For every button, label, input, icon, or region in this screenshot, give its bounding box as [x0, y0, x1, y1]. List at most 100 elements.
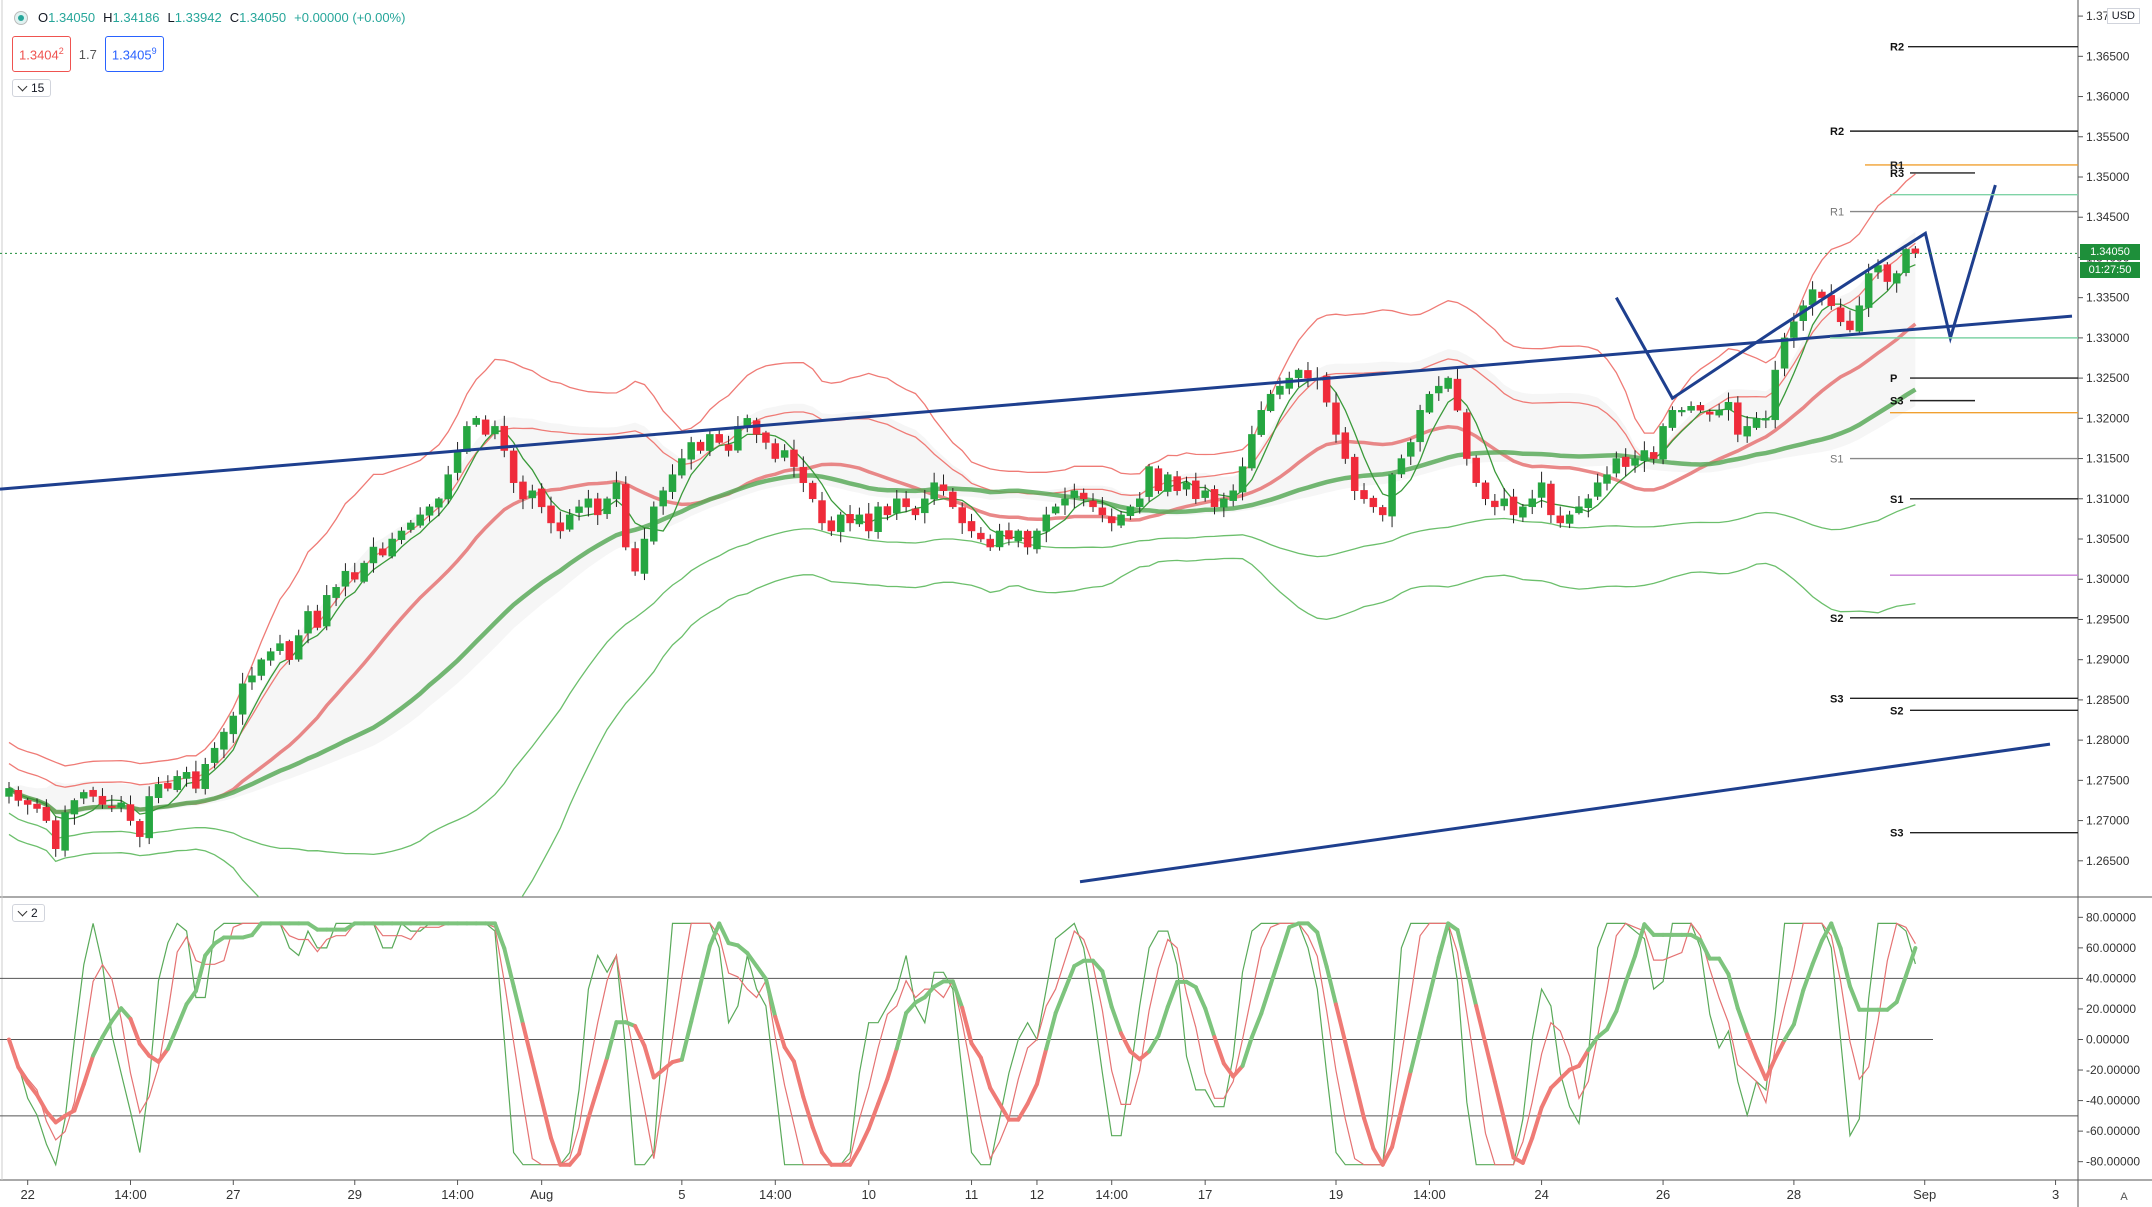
- bull-candle: [1033, 528, 1041, 554]
- osc-signal-segment: [1315, 930, 1329, 969]
- candle-body: [1350, 456, 1359, 491]
- candle-body: [939, 484, 948, 491]
- bull-candle: [397, 527, 406, 545]
- candle-body: [1575, 506, 1583, 514]
- price-tick-label: 1.30000: [2086, 572, 2130, 586]
- candle-body: [304, 611, 312, 634]
- candle-body: [1397, 458, 1406, 475]
- osc-signal-segment: [502, 946, 516, 989]
- price-tick-label: 1.33000: [2086, 331, 2130, 345]
- osc-signal-segment: [549, 1135, 563, 1167]
- bear-candle: [939, 474, 948, 496]
- candle-body: [1687, 406, 1695, 411]
- bear-candle: [1649, 446, 1658, 465]
- candle-body: [1874, 265, 1882, 273]
- candle-body: [444, 474, 452, 500]
- bear-candle: [1098, 497, 1107, 523]
- candle-body: [780, 450, 789, 458]
- bull-candle: [1584, 494, 1593, 518]
- bull-candle: [1902, 247, 1910, 277]
- candle-body: [276, 643, 284, 651]
- candle-body: [1724, 401, 1733, 411]
- candle-body: [425, 506, 434, 516]
- bull-candle: [855, 507, 864, 527]
- bear-candle: [593, 492, 602, 525]
- bull-candle: [1640, 441, 1649, 472]
- candle-body: [1612, 458, 1621, 474]
- bull-candle: [1537, 471, 1546, 508]
- osc-signal-segment: [1362, 1116, 1376, 1151]
- trade-panel: 1.34042 1.7 1.34059: [12, 36, 164, 73]
- bull-candle: [1435, 376, 1443, 401]
- osc-signal-segment: [1240, 1035, 1254, 1068]
- candle-body: [126, 804, 135, 821]
- bear-candle: [519, 475, 527, 510]
- candle-body: [1294, 369, 1303, 379]
- osc-signal-segment: [1418, 993, 1432, 1036]
- bear-candle: [500, 415, 509, 458]
- bear-candle: [1453, 367, 1462, 413]
- bull-candle: [1266, 389, 1275, 413]
- time-tick-label: 27: [226, 1187, 240, 1202]
- candle-body: [1463, 412, 1471, 459]
- bull-candle: [1444, 376, 1452, 392]
- candle-body: [818, 500, 826, 524]
- currency-label[interactable]: USD: [2106, 8, 2140, 24]
- ohlc-legend: O1.34050 H1.34186 L1.33942 C1.34050 +0.0…: [14, 10, 405, 25]
- osc-signal-segment: [1044, 1011, 1058, 1051]
- buy-button[interactable]: 1.34059: [104, 36, 164, 73]
- bull-candle: [61, 805, 69, 857]
- pivot-label: S3: [1890, 828, 1903, 840]
- bear-candle: [799, 456, 808, 493]
- sell-button[interactable]: 1.34042: [12, 36, 71, 73]
- bear-candle: [33, 798, 41, 813]
- bear-candle: [1341, 427, 1350, 464]
- oscillator-collapse-button[interactable]: 2: [12, 904, 45, 922]
- osc-signal-segment: [1539, 1085, 1553, 1110]
- osc-signal-segment: [1810, 938, 1824, 967]
- high-label: H: [103, 10, 113, 25]
- bull-candle: [1575, 496, 1583, 515]
- time-tick-label: 5: [678, 1187, 685, 1202]
- candle-body: [977, 532, 985, 540]
- bull-candle: [780, 444, 789, 462]
- bear-candle: [1192, 472, 1200, 504]
- candle-body: [986, 538, 994, 548]
- osc-signal-segment: [735, 943, 750, 956]
- bull-candle: [416, 507, 424, 528]
- bull-candle: [874, 501, 882, 539]
- time-tick-label: 14:00: [1413, 1187, 1446, 1202]
- close-label: C: [229, 10, 240, 25]
- candle-body: [70, 800, 79, 815]
- bull-candle: [220, 728, 228, 759]
- candle-body: [1621, 456, 1630, 467]
- candle-body: [864, 513, 873, 532]
- candle-body: [285, 641, 294, 660]
- candle-body: [771, 443, 780, 459]
- osc-signal-segment: [1791, 988, 1806, 1027]
- bear-candle: [1846, 310, 1854, 333]
- candle-body: [1341, 432, 1350, 459]
- candle-body: [1491, 500, 1499, 508]
- bear-candle: [771, 438, 780, 463]
- candle-body: [1565, 514, 1574, 524]
- bear-candle: [313, 604, 322, 631]
- bull-candle: [1612, 451, 1621, 478]
- candle-body: [1145, 466, 1153, 497]
- auto-scale-button[interactable]: A: [2120, 1191, 2128, 1203]
- indicators-collapse-button[interactable]: 15: [12, 79, 52, 97]
- bull-candle: [229, 711, 238, 743]
- candle-body: [902, 498, 910, 508]
- osc-signal-segment: [605, 1020, 619, 1060]
- bull-candle: [995, 523, 1004, 551]
- candle-body: [1734, 402, 1742, 435]
- price-tick-label: 1.26500: [2086, 854, 2130, 868]
- time-tick-label: 22: [20, 1187, 34, 1202]
- candle-body: [958, 507, 966, 524]
- bull-candle: [584, 489, 593, 517]
- osc-signal-segment: [1147, 1033, 1161, 1054]
- upper-trend-line: [0, 314, 2073, 491]
- osc-signal-segment: [1455, 928, 1469, 970]
